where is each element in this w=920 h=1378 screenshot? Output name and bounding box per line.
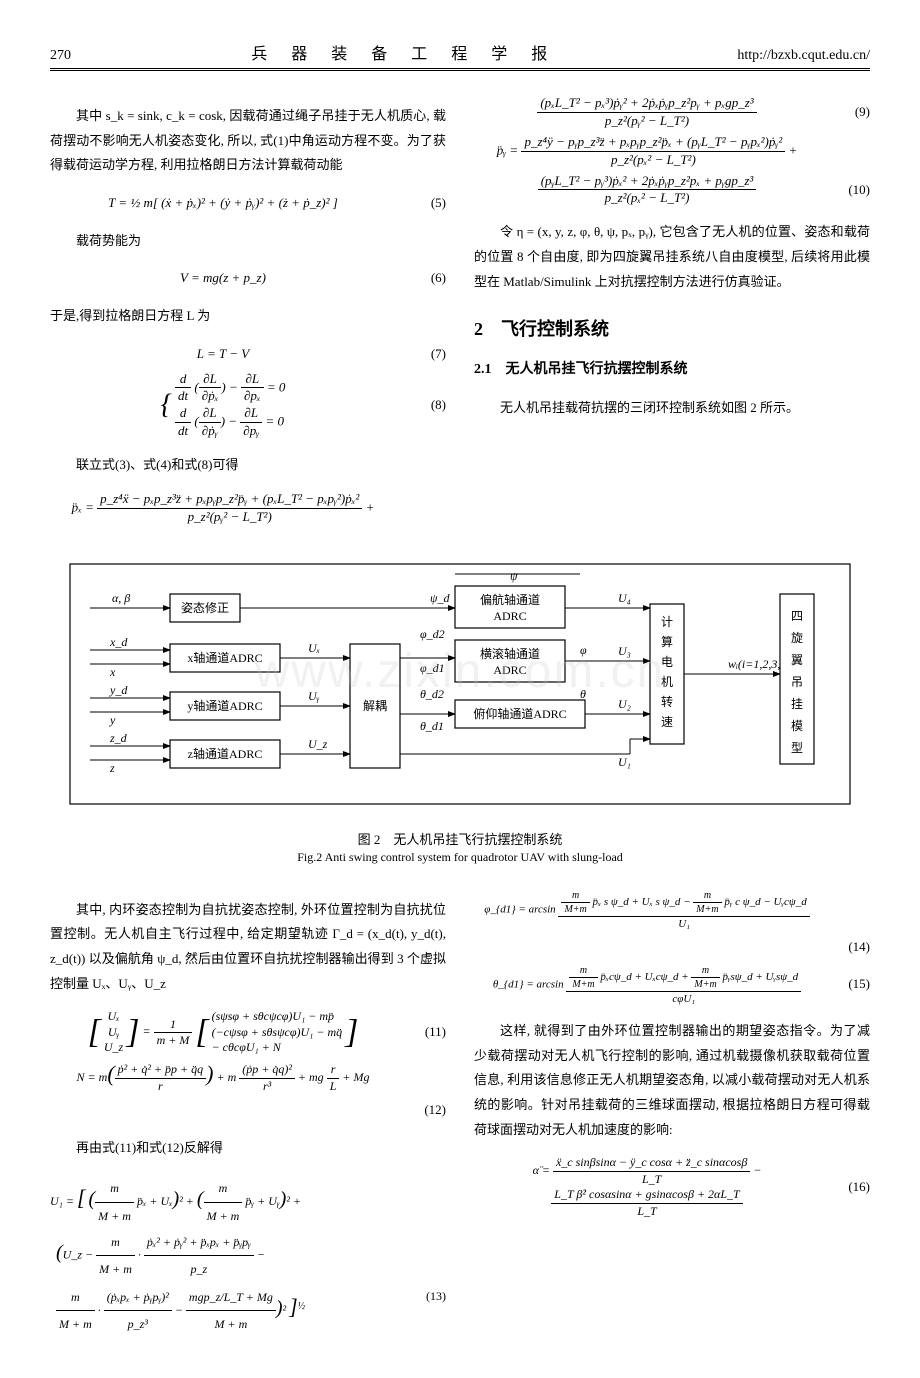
bottom-right-col: φ_{d1} = arcsin mM+m p̈ₓ s ψ_d + Uₓ s ψ_…	[474, 885, 870, 1338]
eq7: L = T − V	[50, 346, 396, 363]
svg-text:四: 四	[791, 609, 803, 623]
eq5: T = ½ m[ (ẋ + ṗₓ)² + (ẏ + ṗᵧ)² + (ż + ṗ_…	[50, 195, 396, 212]
eq11-num: (11)	[396, 1020, 446, 1045]
para-fig2-intro: 无人机吊挂载荷抗摆的三闭环控制系统如图 2 所示。	[474, 396, 870, 421]
eq13: U₁ = [ (mM + m p̈ₓ + Uₓ)² + (mM + m p̈ᵧ …	[50, 1174, 446, 1338]
svg-text:型: 型	[791, 741, 803, 755]
svg-text:偏航轴通道: 偏航轴通道	[480, 592, 540, 607]
eq-px: p̈ₓ = p_z⁴ẍ − pₓp_z³z̈ + pₓpᵧp_z²p̈ᵧ + (…	[50, 491, 396, 526]
svg-text:α, β: α, β	[112, 591, 130, 605]
eq9-num: (9)	[820, 100, 870, 125]
svg-text:U₃: U₃	[618, 644, 631, 658]
svg-text:转: 转	[661, 694, 673, 709]
figure-2: www.zixin.com.cn 姿态修正 α, β x轴通道ADRC y轴通道…	[50, 554, 870, 865]
block-diagram: 姿态修正 α, β x轴通道ADRC y轴通道ADRC z轴通道ADRC x_d…	[60, 554, 860, 814]
svg-text:ADRC: ADRC	[493, 663, 526, 677]
top-left-col: 其中 s_k = sink, c_k = cosk, 因载荷通过绳子吊挂于无人机…	[50, 91, 446, 530]
svg-text:U₄: U₄	[618, 591, 631, 605]
para-eta: 令 η = (x, y, z, φ, θ, ψ, pₓ, pᵧ), 它包含了无人…	[474, 220, 870, 294]
journal-title: 兵 器 装 备 工 程 学 报	[251, 40, 557, 64]
svg-text:θ: θ	[580, 687, 586, 701]
eq12: N = m(ṗ² + q̇² + p̈p + q̈qr) + m (ṗp + q…	[50, 1060, 396, 1094]
eq13-num: (13)	[426, 1283, 446, 1309]
eq8-num: (8)	[396, 393, 446, 418]
bottom-columns: 其中, 内环姿态控制为自抗扰姿态控制, 外环位置控制为自抗扰位置控制。无人机自主…	[50, 885, 870, 1338]
para-invert: 再由式(11)和式(12)反解得	[50, 1136, 446, 1161]
fig2-caption-en: Fig.2 Anti swing control system for quad…	[50, 850, 870, 865]
svg-text:θ_d2: θ_d2	[420, 687, 444, 701]
para-outer-attitude: 这样, 就得到了由外环位置控制器输出的期望姿态指令。为了减少载荷摆动对无人机飞行…	[474, 1019, 870, 1142]
eq16-num: (16)	[820, 1175, 870, 1200]
eq7-num: (7)	[396, 342, 446, 367]
svg-text:U₁: U₁	[618, 755, 631, 769]
page-header: 270 兵 器 装 备 工 程 学 报 http://bzxb.cqut.edu…	[50, 40, 870, 71]
bottom-left-col: 其中, 内环姿态控制为自抗扰姿态控制, 外环位置控制为自抗扰位置控制。无人机自主…	[50, 885, 446, 1338]
svg-text:U₂: U₂	[618, 697, 631, 711]
svg-text:ψ_d: ψ_d	[430, 591, 450, 605]
eq12-num: (12)	[396, 1098, 446, 1123]
svg-text:速: 速	[661, 715, 673, 729]
section-2-heading: 2 飞行控制系统	[474, 312, 870, 346]
svg-text:Uₓ: Uₓ	[308, 641, 320, 655]
svg-text:z轴通道ADRC: z轴通道ADRC	[188, 746, 263, 761]
svg-text:ADRC: ADRC	[493, 609, 526, 623]
svg-text:旋: 旋	[791, 631, 803, 645]
eq11: [ UₓUᵧU_z ] = 1m + M [ (sψsφ + sθcψcφ)U₁…	[50, 1009, 396, 1056]
svg-text:电: 电	[661, 655, 673, 669]
top-right-col: (pₓL_T² − pₓ³)ṗᵧ² + 2ṗₓṗᵧp_z²pᵧ + pₓgp_z…	[474, 91, 870, 530]
svg-text:横滚轴通道: 横滚轴通道	[480, 646, 540, 661]
eq10-num: (10)	[820, 178, 870, 203]
eq8: { ddt (∂L∂ṗₓ) − ∂L∂pₓ = 0 ddt (∂L∂ṗᵧ) − …	[50, 371, 396, 441]
svg-text:翼: 翼	[791, 653, 803, 667]
eq5-num: (5)	[396, 191, 446, 216]
svg-text:x轴通道ADRC: x轴通道ADRC	[187, 650, 262, 665]
svg-text:y: y	[109, 713, 116, 727]
journal-url: http://bzxb.cqut.edu.cn/	[737, 48, 870, 64]
svg-text:Uᵧ: Uᵧ	[308, 689, 320, 703]
eq15: θ_{d1} = arcsin mM+m p̈ₓcψ_d + Uₓcψ_d + …	[474, 964, 820, 1006]
svg-text:算: 算	[661, 634, 673, 649]
svg-text:解耦: 解耦	[363, 699, 387, 713]
eq6-num: (6)	[396, 266, 446, 291]
svg-text:x_d: x_d	[109, 635, 128, 649]
svg-text:φ: φ	[580, 643, 587, 657]
eq16: α̈ = ẍ_c sinβsinα − ÿ_c cosα + z̈_c sinα…	[474, 1155, 820, 1219]
svg-text:x: x	[109, 665, 116, 679]
eq9: (pₓL_T² − pₓ³)ṗᵧ² + 2ṗₓṗᵧp_z²pᵧ + pₓgp_z…	[474, 95, 820, 130]
svg-text:y轴通道ADRC: y轴通道ADRC	[187, 698, 262, 713]
svg-text:φ_d1: φ_d1	[420, 661, 445, 675]
top-columns: 其中 s_k = sink, c_k = cosk, 因载荷通过绳子吊挂于无人机…	[50, 91, 870, 530]
eq10: (pᵧL_T² − pᵧ³)ṗₓ² + 2ṗₓṗᵧp_z²pₓ + pᵧgp_z…	[474, 173, 820, 208]
svg-text:U_z: U_z	[308, 737, 328, 751]
para-sk-ck: 其中 s_k = sink, c_k = cosk, 因载荷通过绳子吊挂于无人机…	[50, 104, 446, 178]
eq6: V = mg(z + p_z)	[50, 270, 396, 287]
eq14-num: (14)	[820, 935, 870, 960]
svg-text:俯仰轴通道ADRC: 俯仰轴通道ADRC	[473, 706, 566, 721]
page-number: 270	[50, 48, 71, 64]
subsection-2-1: 2.1 无人机吊挂飞行抗摆控制系统	[474, 357, 870, 384]
svg-text:ψ: ψ	[510, 569, 518, 583]
svg-text:挂: 挂	[791, 697, 803, 711]
svg-text:y_d: y_d	[109, 683, 128, 697]
eq-py: p̈ᵧ = p_z⁴ÿ − pᵧp_z³z̈ + pₓpᵧp_z²p̈ₓ + (…	[474, 134, 820, 169]
svg-text:吊: 吊	[791, 675, 803, 689]
para-inner-outer: 其中, 内环姿态控制为自抗扰姿态控制, 外环位置控制为自抗扰位置控制。无人机自主…	[50, 898, 446, 997]
para-lagrange: 于是,得到拉格朗日方程 L 为	[50, 304, 446, 329]
svg-text:计: 计	[661, 615, 673, 629]
svg-text:φ_d2: φ_d2	[420, 627, 445, 641]
svg-text:z_d: z_d	[109, 731, 128, 745]
fig2-caption-cn: 图 2 无人机吊挂飞行抗摆控制系统	[50, 829, 870, 848]
eq15-num: (15)	[820, 972, 870, 997]
para-combine: 联立式(3)、式(4)和式(8)可得	[50, 453, 446, 478]
svg-text:θ_d1: θ_d1	[420, 719, 444, 733]
svg-text:模: 模	[791, 719, 803, 733]
svg-text:姿态修正: 姿态修正	[181, 600, 229, 615]
svg-text:机: 机	[661, 675, 673, 689]
svg-text:z: z	[109, 761, 115, 775]
eq14: φ_{d1} = arcsin mM+m p̈ₓ s ψ_d + Uₓ s ψ_…	[474, 889, 820, 931]
para-potential: 载荷势能为	[50, 229, 446, 254]
